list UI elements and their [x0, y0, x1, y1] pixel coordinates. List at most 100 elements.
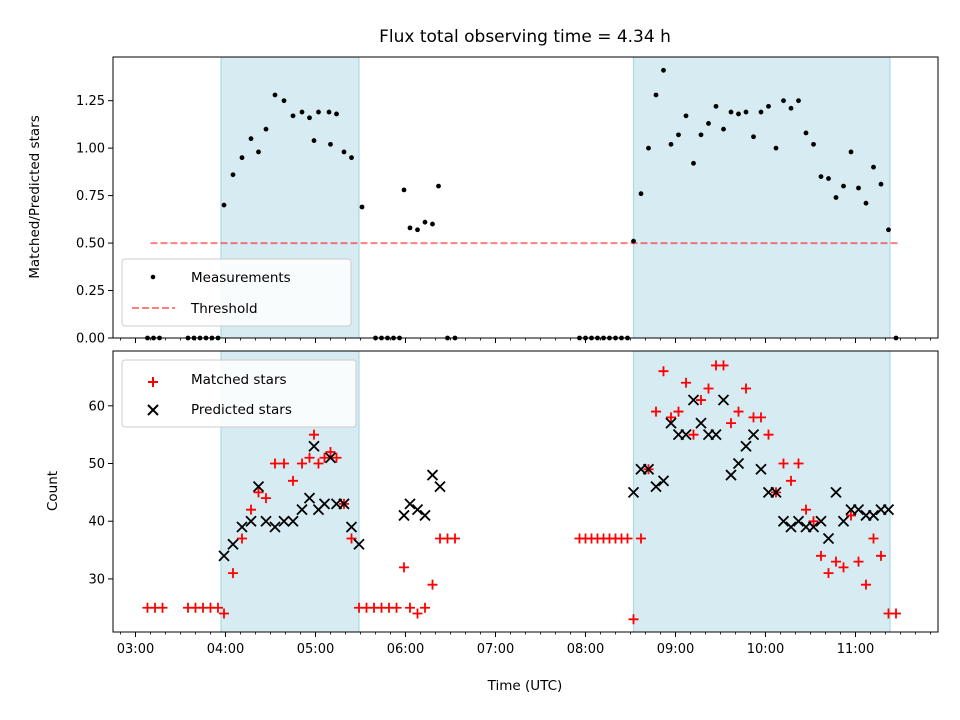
- predicted-star-point: [717, 394, 730, 406]
- measurement-point: [328, 141, 333, 147]
- matched-star-point: [846, 510, 856, 521]
- matched-star-point: [718, 360, 729, 371]
- measurement-point: [316, 109, 321, 115]
- measurement-point: [856, 185, 861, 191]
- measurement-point: [721, 126, 726, 132]
- predicted-star-point: [338, 498, 350, 510]
- measurement-point: [713, 103, 719, 109]
- x-axis-label: Time (UTC): [487, 678, 563, 694]
- measurement-point: [668, 141, 674, 147]
- ratio-panel: 0.00 0.25 0.50 0.75 1.00 1.25 Matched/Predict…: [27, 56, 939, 347]
- matched-star-point: [756, 412, 766, 423]
- measurement-point: [281, 98, 287, 104]
- matched-star-point: [405, 602, 415, 613]
- predicted-star-point: [807, 521, 820, 533]
- matched-star-point: [636, 533, 646, 544]
- measurement-point: [430, 221, 435, 227]
- matched-star-point: [688, 429, 699, 440]
- measurement-point: [811, 141, 816, 147]
- matched-star-point: [279, 458, 289, 469]
- predicted-star-point: [732, 457, 745, 470]
- matched-star-point: [450, 533, 460, 544]
- observing-span: [633, 351, 890, 632]
- matched-star-point: [261, 493, 271, 504]
- measurement-point: [256, 149, 261, 155]
- measurement-point: [638, 191, 644, 197]
- bottom-y-ticks: 30 40 50 60: [88, 399, 113, 587]
- measurement-point: [272, 92, 278, 98]
- matched-star-point: [861, 579, 871, 590]
- matched-star-point: [237, 533, 247, 544]
- matched-star-point: [816, 550, 826, 561]
- predicted-star-point: [260, 515, 272, 527]
- legend-measurements-label: Measurements: [191, 270, 291, 286]
- measurement-point: [407, 225, 413, 231]
- matched-star-point: [157, 602, 168, 613]
- matched-star-point: [838, 562, 849, 573]
- measurement-point: [803, 130, 809, 136]
- matched-star-point: [219, 608, 229, 619]
- predicted-star-point: [867, 509, 880, 522]
- top-observing-spans: [220, 57, 891, 338]
- predicted-star-point: [852, 504, 865, 516]
- measurement-point: [728, 109, 734, 115]
- matched-star-point: [673, 406, 684, 417]
- matched-star-point: [868, 533, 879, 544]
- chart-title: Flux total observing time = 4.34 h: [379, 27, 671, 47]
- measurement-point: [698, 132, 704, 138]
- measurement-point: [415, 227, 420, 233]
- legend-predicted-marker: [147, 404, 159, 416]
- predicted-star-point: [642, 463, 655, 475]
- matched-star-point: [325, 446, 336, 457]
- matched-star-point: [853, 556, 864, 567]
- matched-star-point: [228, 568, 238, 579]
- bottom-y-tick-label: 60: [88, 399, 105, 414]
- measurement-point: [221, 202, 227, 208]
- measurement-point: [766, 103, 771, 109]
- predicted-star-point: [650, 480, 662, 493]
- matched-star-point: [741, 383, 751, 394]
- predicted-star-point: [680, 429, 692, 441]
- matched-star-point: [823, 568, 834, 579]
- bottom-y-tick-label: 50: [88, 457, 105, 472]
- predicted-star-point: [308, 440, 320, 452]
- predicted-star-point: [665, 417, 677, 429]
- top-legend: Measurements Threshold: [121, 258, 352, 327]
- measurement-point: [781, 98, 786, 104]
- measurement-point: [833, 195, 839, 200]
- predicted-star-point: [627, 486, 640, 499]
- measurement-point: [239, 155, 245, 161]
- matched-star-point: [726, 418, 736, 429]
- matched-star-point: [270, 458, 280, 469]
- measurement-point: [334, 111, 339, 117]
- measurement-point: [653, 92, 659, 98]
- x-tick-label: 06:00: [387, 642, 424, 657]
- predicted-star-point: [740, 440, 752, 452]
- matched-star-point: [313, 458, 324, 469]
- predicted-star-point: [747, 429, 760, 441]
- measurement-point: [263, 126, 269, 132]
- predicted-star-point: [815, 515, 827, 527]
- predicted-star-point: [252, 480, 265, 493]
- matched-star-point: [733, 406, 744, 417]
- measurement-point: [706, 121, 711, 126]
- bottom-legend: Matched stars Predicted stars: [121, 359, 357, 428]
- measurement-point: [311, 138, 317, 143]
- measurement-point: [773, 145, 779, 151]
- matched-star-point: [658, 366, 669, 377]
- predicted-star-point: [245, 515, 257, 527]
- bottom-y-tick-label: 30: [88, 572, 105, 587]
- measurement-point: [788, 105, 794, 111]
- predicted-star-point: [269, 521, 281, 533]
- top-y-axis-label: Matched/Predicted stars: [27, 115, 43, 278]
- measurement-point: [661, 67, 666, 73]
- measurement-point: [743, 109, 749, 115]
- matched-star-point: [801, 504, 811, 515]
- measurement-point: [826, 176, 831, 181]
- predicted-star-point: [296, 504, 308, 516]
- predicted-star-point: [227, 538, 239, 550]
- bottom-legend-box: [121, 359, 357, 428]
- predicted-star-point: [710, 429, 722, 441]
- x-tick-label: 11:00: [837, 642, 874, 657]
- legend-matched-marker: [148, 377, 158, 387]
